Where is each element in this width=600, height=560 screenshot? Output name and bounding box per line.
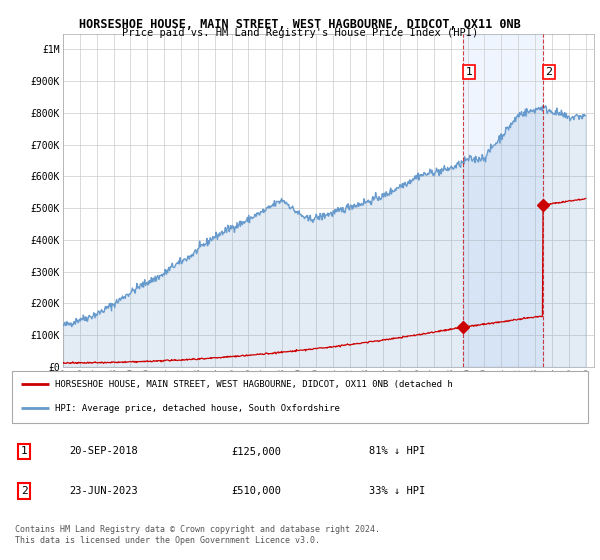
Text: £125,000: £125,000 bbox=[231, 446, 281, 456]
Text: HORSESHOE HOUSE, MAIN STREET, WEST HAGBOURNE, DIDCOT, OX11 0NB (detached h: HORSESHOE HOUSE, MAIN STREET, WEST HAGBO… bbox=[55, 380, 453, 389]
Text: 23-JUN-2023: 23-JUN-2023 bbox=[70, 486, 139, 496]
Text: 2: 2 bbox=[20, 486, 28, 496]
Text: Price paid vs. HM Land Registry's House Price Index (HPI): Price paid vs. HM Land Registry's House … bbox=[122, 28, 478, 38]
Text: Contains HM Land Registry data © Crown copyright and database right 2024.
This d: Contains HM Land Registry data © Crown c… bbox=[15, 525, 380, 545]
Text: 33% ↓ HPI: 33% ↓ HPI bbox=[369, 486, 425, 496]
Text: 20-SEP-2018: 20-SEP-2018 bbox=[70, 446, 139, 456]
Text: HPI: Average price, detached house, South Oxfordshire: HPI: Average price, detached house, Sout… bbox=[55, 404, 340, 413]
Bar bbox=[463, 34, 543, 367]
Text: 2: 2 bbox=[545, 67, 553, 77]
Text: HORSESHOE HOUSE, MAIN STREET, WEST HAGBOURNE, DIDCOT, OX11 0NB: HORSESHOE HOUSE, MAIN STREET, WEST HAGBO… bbox=[79, 18, 521, 31]
FancyBboxPatch shape bbox=[12, 371, 588, 423]
Text: 81% ↓ HPI: 81% ↓ HPI bbox=[369, 446, 425, 456]
Text: £510,000: £510,000 bbox=[231, 486, 281, 496]
Text: 1: 1 bbox=[20, 446, 28, 456]
Text: 1: 1 bbox=[466, 67, 472, 77]
